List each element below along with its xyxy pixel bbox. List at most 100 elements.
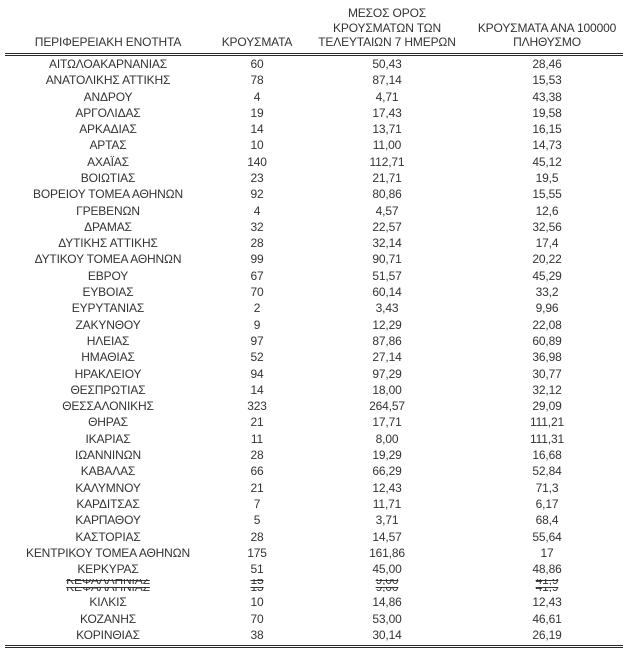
- cell-avg7: 12,43: [303, 480, 471, 496]
- cell-text: 23: [250, 171, 264, 185]
- cell-text: 15,55: [532, 187, 562, 202]
- cell-cases: 2: [211, 300, 303, 316]
- table-row: ΑΡΚΑΔΙΑΣ 14 13,71 16,15: [5, 121, 623, 137]
- cell-text: 90,71: [372, 252, 402, 267]
- cell-text: 32: [250, 219, 264, 234]
- table-row: ΚΑΛΥΜΝΟΥ 21 12,43 71,3: [5, 480, 623, 496]
- cell-text: ΖΑΚΥΝΘΟΥ: [75, 317, 141, 332]
- cell-text: 94: [250, 366, 264, 381]
- table-row: ΚΕΝΤΡΙΚΟΥ ΤΟΜΕΑ ΑΘΗΝΩΝ 175 161,86 17: [5, 545, 623, 561]
- table-body: ΑΙΤΩΛΟΑΚΑΡΝΑΝΙΑΣ 60 50,43 28,46 ΑΝΑΤΟΛΙΚΗΣ Α…: [5, 54, 623, 649]
- table-row: ΚΕΦΑΛΛΗΝΙΑΣΚΕΦΑΛΛΗΝΙΑΣ15159,009,0041,941…: [5, 577, 623, 594]
- cell-text: 6,17: [535, 496, 559, 511]
- cell-text: 16,68: [532, 448, 562, 463]
- cell-text: ΘΕΣΠΡΩΤΙΑΣ: [70, 382, 146, 397]
- cell-text: 5: [253, 513, 261, 528]
- cell-name: ΑΡΤΑΣ: [5, 137, 211, 153]
- cell-text: 71,3: [535, 480, 559, 495]
- cell-text: 12,43: [532, 595, 562, 610]
- cell-text: 30,77: [532, 366, 562, 381]
- cell-per100k: 9,96: [471, 300, 623, 316]
- table-row: ΓΡΕΒΕΝΩΝ 4 4,57 12,6: [5, 202, 623, 218]
- cell-text: 19: [250, 105, 264, 120]
- cell-name: ΒΟΙΩΤΙΑΣ: [5, 170, 211, 186]
- cell-avg7: 60,14: [303, 284, 471, 300]
- cell-per100k: 71,3: [471, 480, 623, 496]
- cell-cases: 70: [211, 611, 303, 627]
- cell-cases: 66: [211, 463, 303, 479]
- cell-cases: 21: [211, 480, 303, 496]
- cell-text: ΑΝΑΤΟΛΙΚΗΣ ΑΤΤΙΚΗΣ: [45, 73, 171, 88]
- cell-text: 14: [250, 382, 264, 397]
- cell-cases: 28: [211, 528, 303, 544]
- cell-text: ΑΧΑΪΑΣ: [87, 154, 129, 169]
- cell-cases: 1515: [211, 577, 303, 594]
- table-row: ΕΒΡΟΥ 67 51,57 45,29: [5, 268, 623, 284]
- cell-text: 70: [250, 611, 264, 626]
- table-row: ΚΑΡΔΙΤΣΑΣ 7 11,71 6,17: [5, 496, 623, 512]
- cell-text: 32,56: [532, 219, 562, 234]
- cell-text: 14,57: [372, 529, 402, 544]
- glitched-slice: 15: [211, 587, 303, 593]
- cell-text: ΔΥΤΙΚΟΥ ΤΟΜΕΑ ΑΘΗΝΩΝ: [34, 252, 182, 267]
- cell-name: ΚΕΡΚΥΡΑΣ: [5, 561, 211, 577]
- cell-text: 14,73: [532, 138, 562, 153]
- cell-per100k: 32,56: [471, 219, 623, 235]
- cell-per100k: 22,08: [471, 317, 623, 333]
- cell-text: 175: [247, 545, 267, 560]
- table-row: ΔΥΤΙΚΟΥ ΤΟΜΕΑ ΑΘΗΝΩΝ 99 90,71 20,22: [5, 251, 623, 267]
- cell-text: 80,86: [372, 187, 402, 202]
- cell-text: ΕΒΡΟΥ: [87, 268, 129, 283]
- glitched-cell-text: 41,9: [471, 587, 623, 593]
- cell-avg7: 4,71: [303, 88, 471, 104]
- cell-cases: 4: [211, 88, 303, 104]
- cell-text: ΚΑΡΠΑΘΟΥ: [75, 513, 141, 528]
- cell-name: ΗΡΑΚΛΕΙΟΥ: [5, 365, 211, 381]
- cell-per100k: 17: [471, 545, 623, 561]
- cell-text: ΚΑΒΑΛΑΣ: [80, 464, 136, 479]
- cell-text: ΗΡΑΚΛΕΙΟΥ: [74, 366, 142, 381]
- cell-text: 4: [253, 203, 261, 218]
- cell-text: ΚΙΛΚΙΣ: [89, 595, 127, 610]
- cell-text: ΚΟΡΙΝΘΙΑΣ: [76, 628, 140, 643]
- cell-text: 11,71: [372, 496, 402, 511]
- cell-text: 12,6: [535, 203, 559, 218]
- cell-avg7: 90,71: [303, 251, 471, 267]
- glitched-cell-text: ΚΕΦΑΛΛΗΝΙΑΣ: [5, 579, 211, 585]
- cell-name: ΚΑΡΠΑΘΟΥ: [5, 512, 211, 528]
- cell-text: 111,21: [529, 415, 565, 430]
- cell-text: 2: [253, 301, 261, 316]
- cell-text: 14: [250, 122, 264, 137]
- cell-cases: 99: [211, 251, 303, 267]
- cell-avg7: 80,86: [303, 186, 471, 202]
- cell-name: ΑΝΑΤΟΛΙΚΗΣ ΑΤΤΙΚΗΣ: [5, 72, 211, 88]
- cell-avg7: 11,71: [303, 496, 471, 512]
- table-row: ΔΡΑΜΑΣ 32 22,57 32,56: [5, 219, 623, 235]
- cell-avg7: 66,29: [303, 463, 471, 479]
- cell-text: 16,15: [532, 122, 562, 137]
- cell-name: ΒΟΡΕΙΟΥ ΤΟΜΕΑ ΑΘΗΝΩΝ: [5, 186, 211, 202]
- cell-avg7: 161,86: [303, 545, 471, 561]
- cell-avg7: 13,71: [303, 121, 471, 137]
- cell-text: 13,71: [372, 122, 402, 137]
- cell-cases: 19: [211, 105, 303, 121]
- col-header-per100k-line1: ΚΡΟΥΣΜΑΤΑ ΑΝΑ 100000: [477, 20, 617, 35]
- cell-name: ΙΩΑΝΝΙΝΩΝ: [5, 447, 211, 463]
- cell-avg7: 14,57: [303, 528, 471, 544]
- glitched-cell-text: 15: [211, 587, 303, 593]
- cell-text: 18,00: [372, 382, 402, 397]
- cell-per100k: 52,84: [471, 463, 623, 479]
- regional-cases-table: ΠΕΡΙΦΕΡΕΙΑΚΗ ΕΝΟΤΗΤΑ ΚΡΟΥΣΜΑΤΑ ΜΕΣΟΣ ΟΡΟ…: [5, 4, 623, 649]
- cell-per100k: 6,17: [471, 496, 623, 512]
- cell-text: 7: [253, 496, 261, 511]
- cell-text: 29,09: [532, 399, 562, 414]
- cell-text: ΒΟΡΕΙΟΥ ΤΟΜΕΑ ΑΘΗΝΩΝ: [32, 187, 184, 202]
- cell-name: ΕΥΒΟΙΑΣ: [5, 284, 211, 300]
- cell-text: 70: [250, 285, 264, 300]
- cell-per100k: 111,31: [471, 431, 623, 447]
- cell-avg7: 17,43: [303, 105, 471, 121]
- cell-text: 17: [540, 545, 554, 560]
- cell-per100k: 29,09: [471, 398, 623, 414]
- cell-text: 97: [250, 333, 264, 348]
- cell-text: 161,86: [369, 545, 405, 560]
